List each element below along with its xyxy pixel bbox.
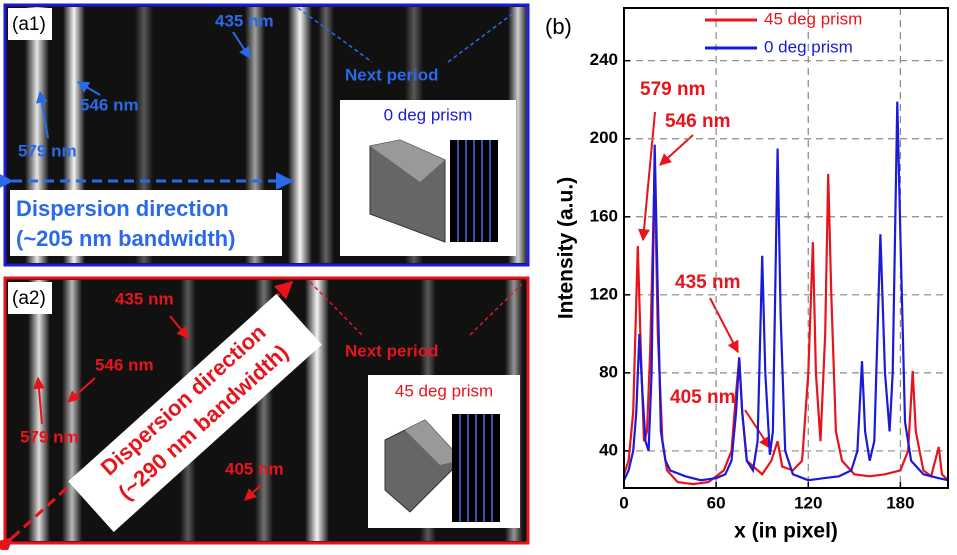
annotation: 579 nm bbox=[18, 141, 77, 160]
y-axis-label: Intensity (a.u.) bbox=[555, 177, 578, 319]
chart: (b) Intensity (a.u.) x (in pixel) 40 80 12… bbox=[545, 7, 949, 543]
inset-label: 0 deg prism bbox=[384, 105, 473, 124]
annotation: 405 nm bbox=[670, 387, 735, 408]
label-box bbox=[8, 8, 52, 40]
annotation: 579 nm bbox=[20, 427, 79, 446]
annotation: 405 nm bbox=[225, 459, 284, 478]
direction-text: (~205 nm bandwidth) bbox=[16, 226, 235, 251]
inset-label: 45 deg prism bbox=[395, 381, 493, 400]
annotation: Next period bbox=[345, 341, 439, 360]
annotation: Next period bbox=[345, 65, 439, 84]
annotation: 435 nm bbox=[115, 289, 174, 308]
annotation: 546 nm bbox=[80, 95, 139, 114]
x-tick-label: 60 bbox=[707, 493, 726, 512]
panel-a1: (a1) 435 nm 546 nm 579 nm Next period Di… bbox=[0, 3, 530, 267]
plot-frame bbox=[623, 7, 949, 489]
panel-label: (b) bbox=[545, 14, 572, 39]
x-axis-label: x (in pixel) bbox=[734, 520, 838, 543]
series-line bbox=[623, 101, 949, 482]
annotation: 435 nm bbox=[675, 272, 740, 293]
y-tick-label: 40 bbox=[599, 440, 618, 459]
legend-label: 0 deg prism bbox=[764, 37, 853, 56]
legend-label: 45 deg prism bbox=[764, 9, 862, 28]
x-tick-label: 0 bbox=[619, 493, 628, 512]
direction-text: Dispersion direction bbox=[16, 196, 229, 221]
x-tick-label: 180 bbox=[886, 493, 914, 512]
panel-label: (a2) bbox=[12, 288, 46, 309]
annotation: 435 nm bbox=[215, 11, 274, 30]
y-tick-label: 120 bbox=[590, 284, 618, 303]
direction-box bbox=[10, 190, 282, 256]
annotation: 546 nm bbox=[95, 355, 154, 374]
annotation: 546 nm bbox=[665, 111, 730, 132]
panel-a2: (a2) 435 nm 546 nm 579 nm 405 nm Next pe… bbox=[0, 276, 530, 555]
panel-label: (a1) bbox=[12, 14, 46, 35]
direction-box bbox=[68, 294, 322, 532]
annotation: 579 nm bbox=[640, 79, 705, 100]
y-tick-label: 160 bbox=[590, 206, 618, 225]
y-tick-label: 80 bbox=[599, 362, 618, 381]
y-tick-label: 200 bbox=[590, 128, 618, 147]
y-tick-label: 240 bbox=[590, 50, 618, 69]
x-tick-label: 120 bbox=[794, 493, 822, 512]
